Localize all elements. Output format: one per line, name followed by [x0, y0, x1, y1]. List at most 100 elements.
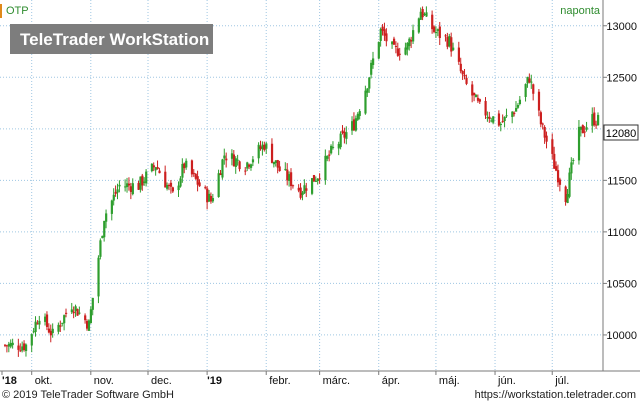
candle-body — [478, 99, 481, 102]
candle-body — [568, 172, 571, 197]
candle-body — [297, 187, 300, 191]
candle — [219, 169, 222, 176]
candle — [209, 192, 213, 204]
candle — [131, 178, 134, 196]
candle — [328, 150, 331, 162]
candle-body — [284, 168, 287, 170]
candle — [196, 170, 199, 192]
candle — [99, 238, 102, 260]
candle — [204, 185, 207, 190]
candle-body — [513, 112, 516, 115]
candle — [221, 158, 224, 180]
candle — [434, 26, 438, 38]
candle-body — [263, 144, 266, 150]
candle-body — [265, 143, 268, 149]
candle — [156, 160, 159, 170]
candle — [270, 138, 274, 164]
candle — [406, 42, 409, 56]
candle — [272, 161, 276, 168]
candle — [474, 94, 478, 98]
candle-body — [471, 84, 474, 96]
candle — [152, 162, 155, 172]
candle-body — [196, 176, 199, 185]
candle — [366, 87, 369, 97]
candle-body — [65, 312, 68, 314]
candle-body — [476, 97, 480, 101]
watermark-text: TeleTrader WorkStation — [20, 30, 209, 49]
candle-body — [356, 113, 359, 120]
candle-body — [179, 178, 182, 187]
candle — [166, 182, 169, 191]
candle — [290, 168, 293, 191]
plot-background — [0, 0, 603, 371]
candle-body — [76, 309, 79, 316]
candle-body — [38, 320, 41, 325]
candle — [139, 176, 142, 193]
candle-body — [45, 314, 49, 327]
candle — [47, 323, 51, 334]
candle — [568, 167, 571, 199]
symbol-label: OTP — [6, 5, 29, 17]
candle-body — [251, 159, 255, 163]
candle-body — [421, 9, 424, 18]
candle-body — [23, 343, 26, 350]
candle — [97, 255, 100, 304]
candle — [129, 182, 133, 200]
candle-body — [91, 297, 94, 310]
time-tick-label: '19 — [207, 375, 222, 387]
candle-body — [301, 192, 304, 196]
candle-body — [126, 183, 129, 188]
candle-body — [24, 344, 28, 352]
candle-body — [339, 133, 342, 148]
candle — [5, 344, 9, 353]
candle — [463, 68, 466, 80]
candle-body — [288, 174, 291, 181]
candle-body — [541, 123, 544, 125]
period-label: naponta — [560, 5, 601, 17]
candle-body — [217, 173, 220, 198]
candle — [556, 164, 560, 187]
candle-body — [597, 114, 600, 126]
candle-body — [398, 53, 401, 55]
candle — [137, 180, 140, 190]
candle-body — [518, 99, 522, 105]
candle-body — [141, 175, 144, 186]
candle — [545, 131, 548, 149]
candle-body — [385, 33, 388, 42]
candle-body — [209, 195, 213, 202]
candle-body — [553, 153, 556, 169]
candle-body — [110, 200, 113, 214]
candle-body — [410, 39, 413, 42]
candle-body — [310, 178, 314, 194]
candle-body — [223, 155, 226, 159]
candle — [448, 33, 451, 48]
candle — [524, 83, 527, 102]
candle — [316, 178, 319, 185]
candle — [425, 6, 428, 17]
candle — [261, 141, 264, 156]
candle — [143, 177, 146, 186]
candle-body — [444, 35, 447, 37]
candle-body — [423, 13, 426, 15]
candle-body — [337, 144, 340, 149]
candle-body — [164, 171, 167, 188]
candle — [23, 340, 26, 352]
footer-url[interactable]: https://workstation.teletrader.com — [474, 389, 636, 401]
candle — [391, 40, 394, 49]
candle-body — [177, 185, 180, 191]
candle-body — [49, 330, 52, 336]
candle — [21, 341, 24, 353]
candle — [341, 125, 344, 135]
candle-body — [78, 312, 81, 314]
candle — [579, 126, 583, 137]
candle-body — [167, 185, 171, 187]
candle — [91, 297, 94, 316]
candle — [572, 158, 575, 165]
candle-body — [392, 38, 396, 45]
candle-body — [530, 81, 533, 83]
candle — [337, 141, 340, 156]
candle — [438, 21, 441, 45]
candle — [36, 320, 39, 325]
chart: 10000105001100011500120001250013000 '18o… — [0, 0, 640, 387]
candle — [433, 25, 436, 34]
